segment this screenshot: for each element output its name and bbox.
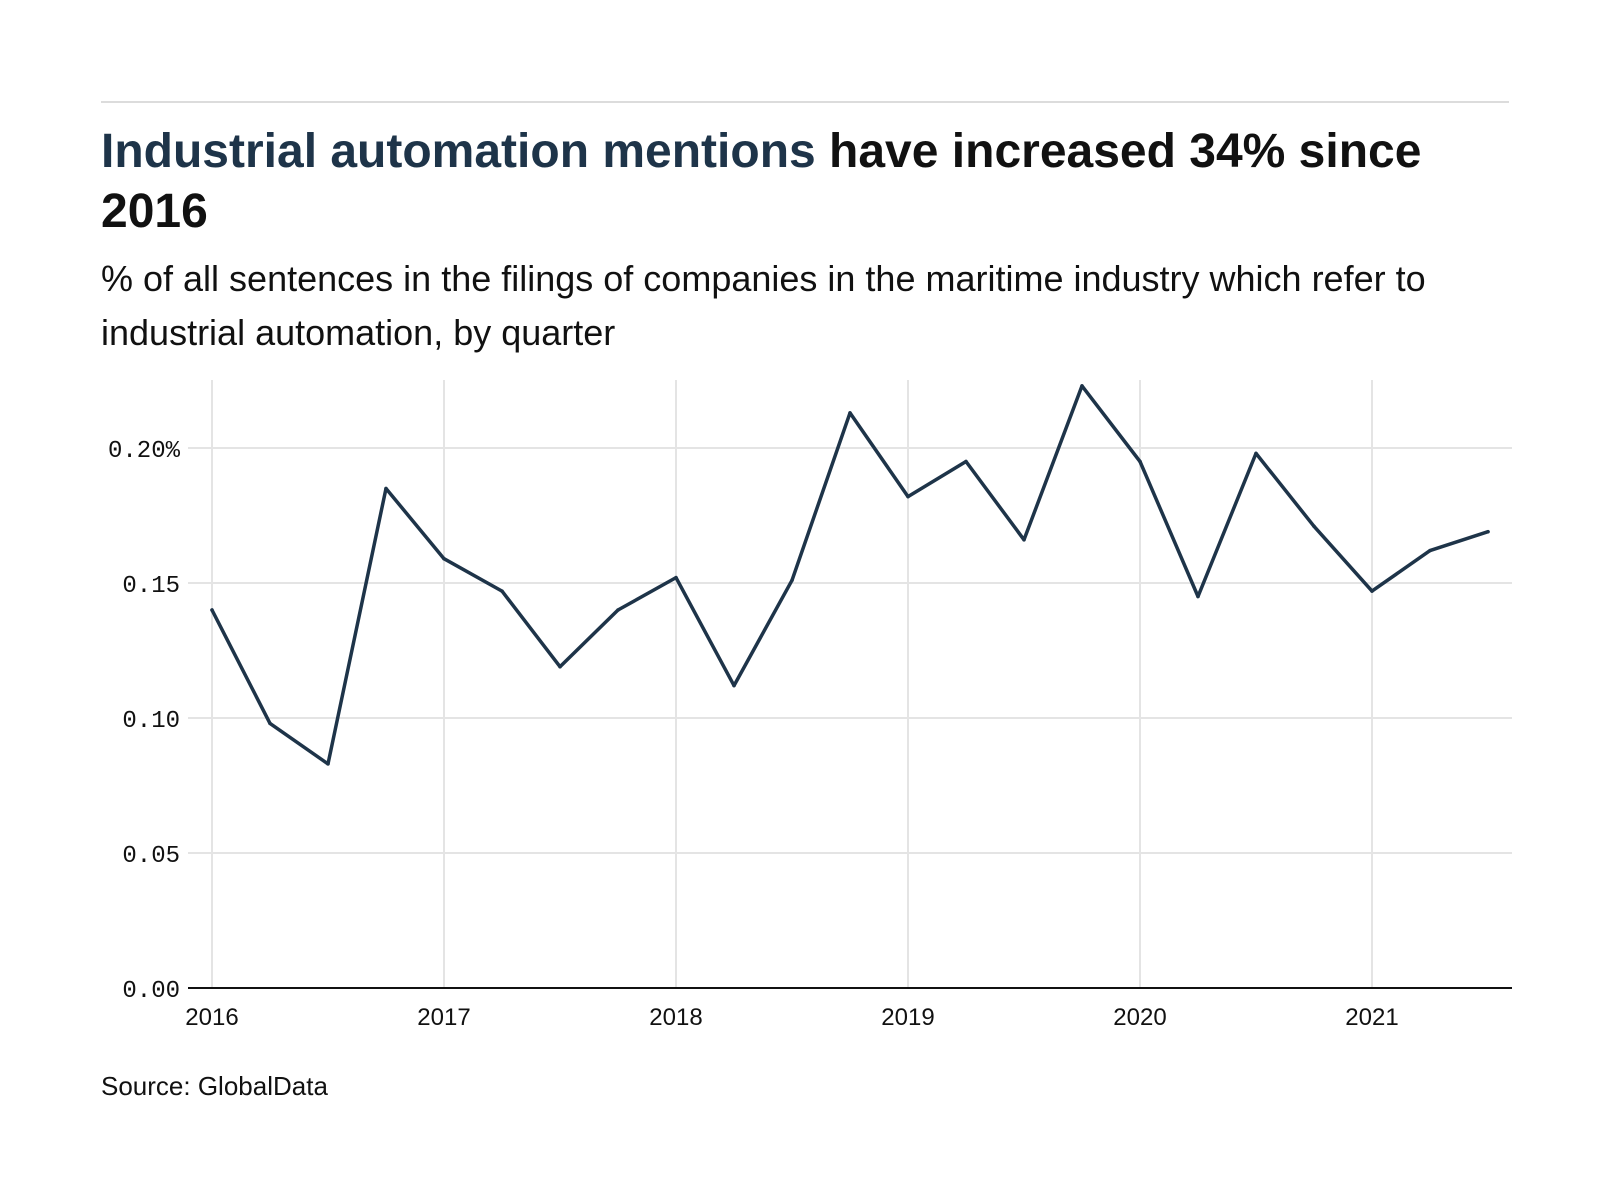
grid-layer: [188, 380, 1512, 988]
data-point: [384, 486, 388, 491]
chart-title: Industrial automation mentions have incr…: [101, 122, 1521, 242]
y-tick-label: 0.00: [122, 978, 180, 1005]
x-tick-label: 2020: [1113, 1004, 1166, 1031]
data-point: [500, 589, 504, 593]
data-point: [558, 664, 562, 669]
chart-subtitle: % of all sentences in the filings of com…: [101, 258, 1426, 353]
source-note: Source: GlobalData: [101, 1071, 328, 1101]
data-point: [1138, 459, 1142, 464]
data-point: [848, 411, 852, 415]
data-point: [442, 556, 446, 561]
y-tick-label: 0.15: [122, 573, 180, 600]
x-tick-label: 2018: [649, 1004, 702, 1031]
title-highlight: Industrial automation mentions: [101, 125, 816, 178]
data-point: [616, 608, 620, 612]
line-chart: 0.00 0.05 0.10 0.15 0.20% 2016 2017 2018 2019 202…: [108, 380, 1512, 1031]
x-tick-label: 2019: [881, 1004, 934, 1031]
data-point: [1080, 384, 1084, 388]
x-tick-label: 2016: [185, 1004, 238, 1031]
data-point: [1196, 594, 1200, 599]
data-point: [1022, 538, 1026, 542]
data-point: [790, 578, 794, 583]
data-point: [732, 683, 736, 688]
data-point: [268, 721, 272, 726]
data-point: [964, 459, 968, 464]
data-point: [906, 494, 910, 499]
series-line: [210, 384, 1490, 766]
x-tick-label: 2017: [417, 1004, 470, 1031]
y-tick-label: 0.05: [122, 843, 180, 870]
data-point: [1428, 548, 1432, 553]
y-tick-label: 0.20%: [108, 438, 181, 465]
x-tick-label: 2021: [1345, 1004, 1398, 1031]
data-point: [1254, 451, 1258, 456]
data-point: [1370, 589, 1374, 593]
y-tick-label: 0.10: [122, 708, 180, 735]
data-point: [1486, 529, 1490, 534]
data-point: [1312, 524, 1316, 529]
title-rest: have increased 34% since 2016: [101, 125, 1422, 238]
series-layer: [210, 384, 1490, 766]
data-point: [326, 762, 330, 766]
data-point: [210, 608, 214, 612]
data-point: [674, 575, 678, 580]
axis-layer: 0.00 0.05 0.10 0.15 0.20% 2016 2017 2018 2019 202…: [108, 438, 1512, 1031]
top-rule: [101, 101, 1509, 103]
